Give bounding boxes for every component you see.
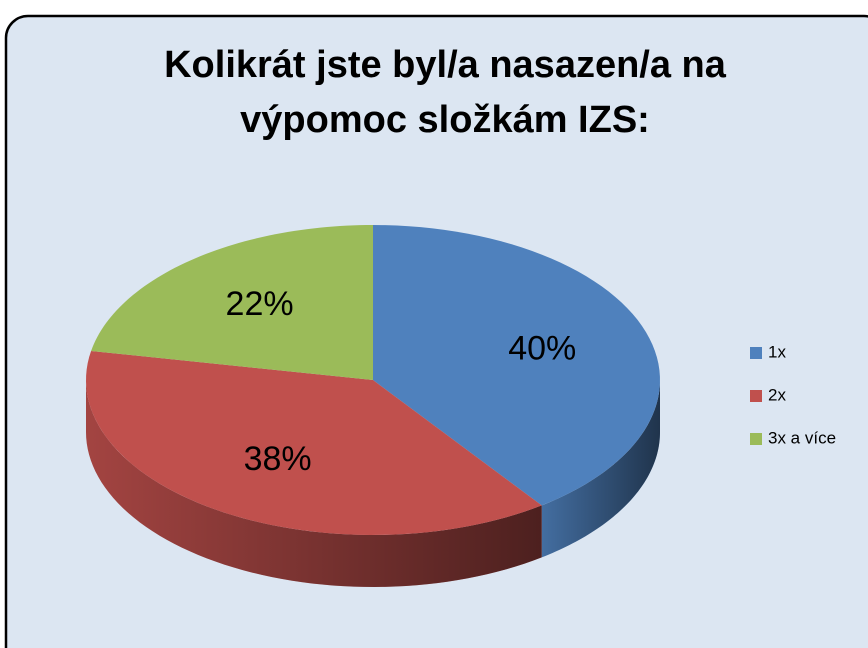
slice: [86, 350, 542, 535]
data-label: 40%: [508, 329, 576, 367]
data-label: 22%: [226, 285, 294, 323]
slice-side-shade: [86, 380, 542, 587]
slice-side-shade: [541, 380, 660, 558]
legend-swatch: [750, 433, 762, 445]
legend-label: 3x a více: [768, 428, 836, 447]
slice: [91, 225, 373, 380]
legend-swatch: [750, 347, 762, 359]
data-label: 38%: [244, 440, 312, 478]
legend-label: 1x: [768, 342, 786, 361]
legend-label: 2x: [768, 385, 786, 404]
chart-title: Kolikrát jste byl/a nasazen/a na výpomoc…: [164, 44, 726, 141]
slice: [373, 225, 660, 506]
legend-swatch: [750, 390, 762, 402]
